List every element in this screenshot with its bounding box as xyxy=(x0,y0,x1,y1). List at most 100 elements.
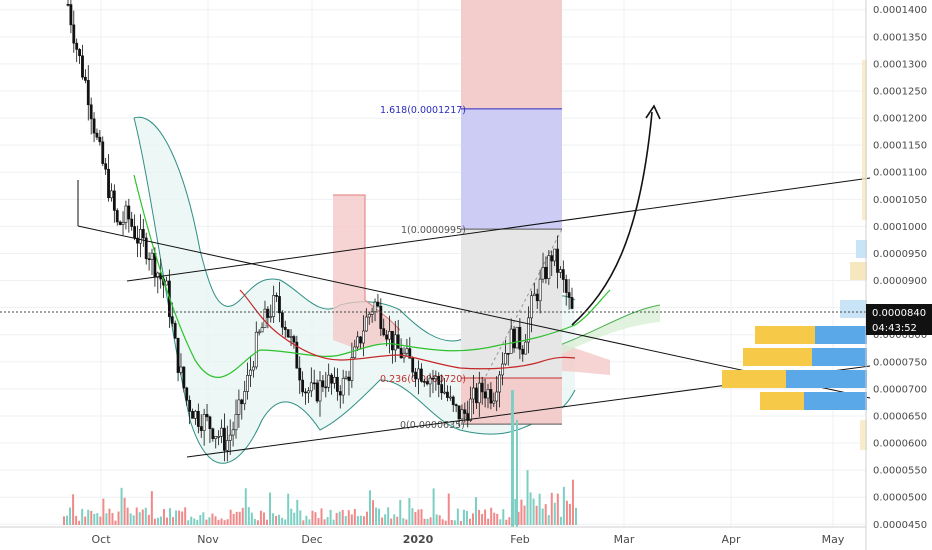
volume-bar xyxy=(426,518,429,525)
candle xyxy=(556,235,559,289)
y-tick-label: 0.0000950 xyxy=(873,249,927,260)
x-tick-label: Nov xyxy=(197,533,219,546)
candle xyxy=(561,260,565,293)
volume-bar xyxy=(459,520,462,525)
candle xyxy=(133,214,137,241)
x-tick-label: 2020 xyxy=(403,533,434,546)
candle xyxy=(121,211,125,236)
candle xyxy=(512,326,516,353)
volume-bar xyxy=(362,516,365,525)
volume-bar xyxy=(387,507,390,525)
candle xyxy=(298,356,302,394)
candle xyxy=(530,290,533,333)
candle xyxy=(367,311,371,325)
candle xyxy=(428,373,432,398)
candle xyxy=(553,248,557,267)
volume-bar xyxy=(232,513,235,525)
volume-bar xyxy=(493,512,496,525)
volume-bar xyxy=(132,515,135,525)
candle xyxy=(396,319,400,349)
candle xyxy=(196,403,200,434)
candle xyxy=(115,208,119,226)
volume-bar xyxy=(96,513,99,525)
volume-bar xyxy=(484,509,487,525)
candle xyxy=(257,329,261,336)
y-tick-label: 0.0000800 xyxy=(873,330,927,341)
volume-bar xyxy=(111,513,114,525)
candle xyxy=(86,65,90,121)
candle xyxy=(295,335,299,369)
candle xyxy=(240,398,244,420)
candle xyxy=(243,380,247,411)
volume-bar xyxy=(393,514,396,525)
x-tick-label: Dec xyxy=(301,533,322,546)
candle xyxy=(498,371,501,408)
candle xyxy=(130,211,134,231)
candle xyxy=(156,271,160,294)
volume-bar xyxy=(471,513,474,525)
y-tick-label: 0.0001050 xyxy=(873,195,927,206)
volume-bar xyxy=(499,519,502,525)
volume-bar xyxy=(411,508,414,525)
volume-bar xyxy=(381,517,384,525)
volume-bar xyxy=(135,507,138,525)
candle xyxy=(269,304,273,323)
volume-bar xyxy=(205,519,208,525)
volume-bar xyxy=(250,512,253,525)
candle xyxy=(150,248,154,276)
volume-bar xyxy=(259,510,262,525)
candle xyxy=(98,129,102,146)
volume-bar xyxy=(335,512,338,525)
candle xyxy=(382,318,386,337)
volume-bar xyxy=(296,499,299,525)
volume-bar xyxy=(520,499,523,525)
candle xyxy=(147,252,151,271)
volume-bar xyxy=(378,508,381,525)
candle xyxy=(315,379,319,404)
candle xyxy=(321,374,325,393)
candle xyxy=(182,366,186,393)
candle xyxy=(440,374,444,400)
volume-bar xyxy=(78,520,81,525)
volume-bar xyxy=(490,507,493,525)
candle xyxy=(188,395,192,425)
volume-bar xyxy=(66,515,69,525)
y-tick-label: 0.0001250 xyxy=(873,86,927,97)
candle xyxy=(486,383,490,409)
candle xyxy=(338,385,342,409)
volume-bar xyxy=(269,492,272,525)
candle xyxy=(489,382,493,410)
volume-bar xyxy=(556,493,559,525)
volume-bar xyxy=(447,493,450,525)
y-tick-label: 0.0001400 xyxy=(873,5,927,16)
volume-bar xyxy=(399,499,402,525)
candle xyxy=(75,38,79,63)
volume-bar xyxy=(435,514,438,525)
volume-bar xyxy=(314,512,317,525)
volume-bar xyxy=(481,513,484,525)
volume-bar xyxy=(329,509,332,525)
volume-bar xyxy=(90,510,93,525)
volume-bar xyxy=(262,512,265,525)
candle xyxy=(559,266,562,279)
x-tick-label: May xyxy=(822,533,845,546)
volume-bar xyxy=(350,514,353,525)
volume-bar xyxy=(468,518,471,525)
candle xyxy=(165,276,168,286)
candle xyxy=(538,269,542,314)
volume-bar xyxy=(568,503,571,525)
volume-bar xyxy=(444,520,447,525)
volume-bar xyxy=(147,514,150,525)
volume-bar xyxy=(156,517,159,525)
candle xyxy=(460,404,464,420)
candle xyxy=(388,315,391,354)
candle xyxy=(249,355,252,388)
candle xyxy=(275,292,278,303)
x-tick-label: Mar xyxy=(614,533,635,546)
volume-bar xyxy=(114,520,117,525)
volume-bar xyxy=(532,498,535,525)
volume-bar xyxy=(281,517,284,525)
candle xyxy=(364,308,368,332)
candle xyxy=(92,112,96,143)
